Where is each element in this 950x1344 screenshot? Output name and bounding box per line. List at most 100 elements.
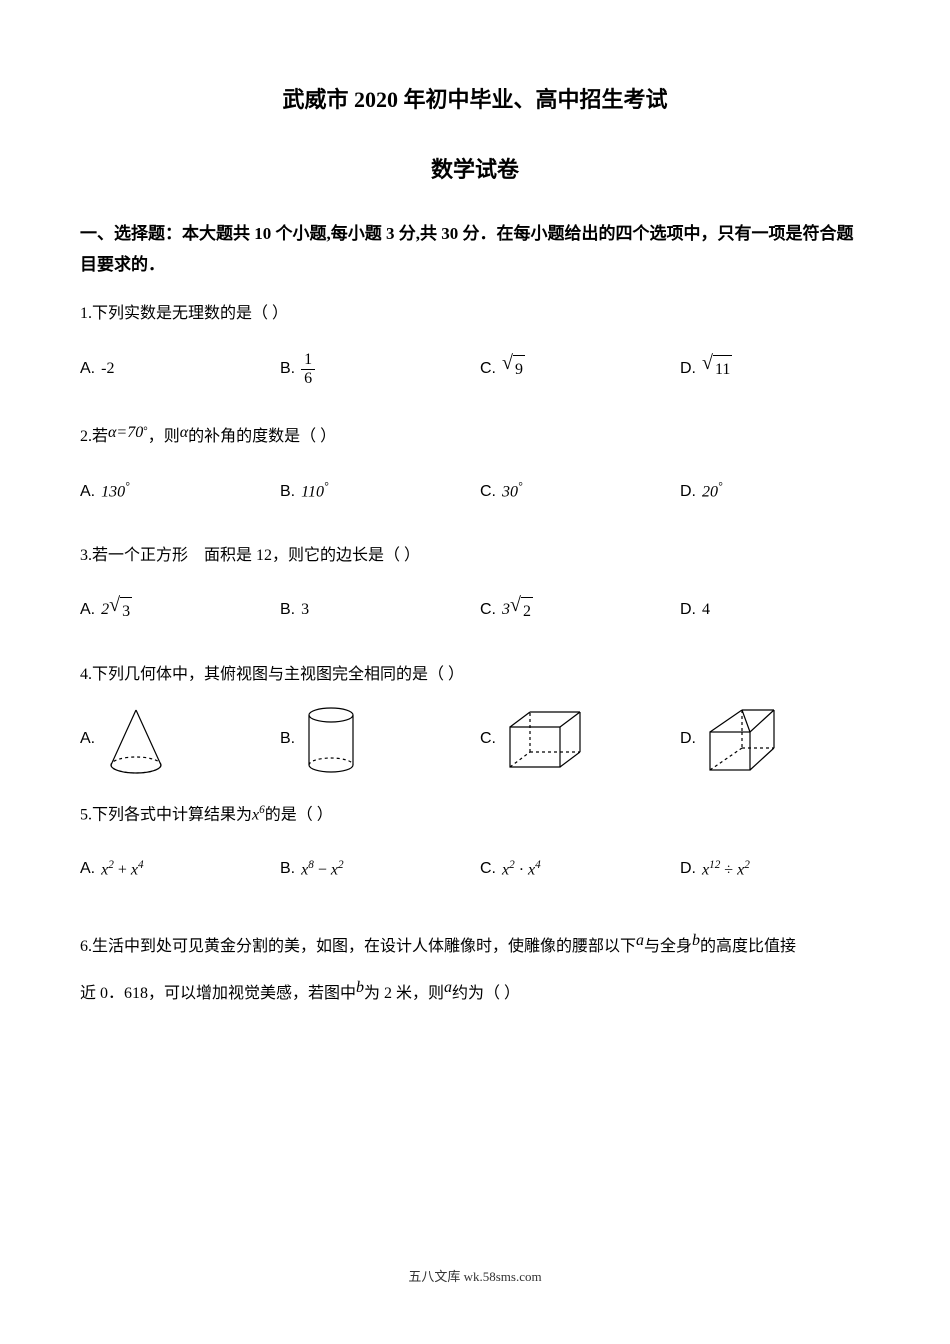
degree-icon: ° <box>718 481 722 493</box>
q4-option-c: C. <box>480 702 680 777</box>
val: 4 <box>702 596 710 625</box>
q6-stem: 6.生活中到处可见黄金分割的美，如图，在设计人体雕像时，使雕像的腰部以下a与全身… <box>80 920 870 1015</box>
degree-icon: ° <box>324 481 328 493</box>
op: − <box>318 861 327 878</box>
option-label: C. <box>480 725 496 754</box>
radicand: 3 <box>120 597 132 627</box>
option-label: A. <box>80 596 95 625</box>
radical-icon: √ <box>109 595 120 615</box>
exp: 4 <box>138 859 144 871</box>
q3-options: A. 2√3 B. 3 C. 3√2 D. 4 <box>80 581 870 641</box>
section-header: 一、选择题：本大题共 10 个小题,每小题 3 分,共 30 分．在每小题给出的… <box>80 219 870 280</box>
denominator: 6 <box>301 370 315 388</box>
coef: 3 <box>502 596 510 625</box>
angle-value: 130° <box>101 477 129 507</box>
option-label: C. <box>480 855 496 884</box>
a-var: a <box>636 932 644 949</box>
option-label: B. <box>280 478 295 507</box>
radical-icon: √ <box>702 353 713 373</box>
fraction: 1 6 <box>301 351 315 387</box>
exp: 8 <box>308 859 314 871</box>
option-label: D. <box>680 355 696 384</box>
option-label: C. <box>480 596 496 625</box>
exam-title: 武威市 2020 年初中毕业、高中招生考试 <box>80 80 870 120</box>
q2-pre: 2.若 <box>80 428 108 445</box>
sqrt: √ 11 <box>702 353 732 385</box>
page-footer: 五八文库 wk.58sms.com <box>80 1265 870 1288</box>
option-label: D. <box>680 725 696 754</box>
q1-a-value: -2 <box>101 355 114 384</box>
option-label: D. <box>680 478 696 507</box>
op: · <box>519 861 524 878</box>
x: x <box>331 861 338 878</box>
option-label: A. <box>80 855 95 884</box>
q1-option-d: D. √ 11 <box>680 339 870 399</box>
q6-line2-pre: 近 0．618，可以增加视觉美感，若图中 <box>80 985 356 1002</box>
eq: =70 <box>116 424 143 441</box>
expr: x2 · x4 <box>502 855 541 885</box>
exam-subtitle: 数学试卷 <box>80 150 870 190</box>
q2-stem: 2.若α=70°，则α的补角的度数是（ ） <box>80 419 870 452</box>
option-label: B. <box>280 355 295 384</box>
q1-option-c: C. √ 9 <box>480 339 680 399</box>
q6-line2-mid: 为 2 米，则 <box>364 985 444 1002</box>
option-label: B. <box>280 855 295 884</box>
prism-icon <box>702 702 782 777</box>
val: 130 <box>101 483 125 500</box>
expr: x8 − x2 <box>301 855 343 885</box>
q5-option-a: A. x2 + x4 <box>80 840 280 900</box>
sqrt: √ 9 <box>502 353 525 385</box>
expr: x12 ÷ x2 <box>702 855 750 885</box>
val: 3 <box>301 596 309 625</box>
exp: 2 <box>338 859 344 871</box>
q5-pre: 5.下列各式中计算结果为 <box>80 806 252 823</box>
q3-option-b: B. 3 <box>280 581 480 641</box>
option-label: A. <box>80 355 95 384</box>
q5-option-b: B. x8 − x2 <box>280 840 480 900</box>
sqrt: √3 <box>109 595 132 627</box>
coef: 2 <box>101 596 109 625</box>
q2-option-c: C. 30° <box>480 462 680 522</box>
exp: 2 <box>509 859 515 871</box>
exp: 2 <box>744 859 750 871</box>
radicand: 2 <box>521 597 533 627</box>
radicand: 9 <box>513 355 525 385</box>
q5-post: 的是（ ） <box>265 806 333 823</box>
option-label: A. <box>80 725 95 754</box>
b-var: b <box>692 932 700 949</box>
q6-line1-post: 的高度比值接 <box>700 938 796 955</box>
option-label: C. <box>480 478 496 507</box>
q6-line1-pre: 6.生活中到处可见黄金分割的美，如图，在设计人体雕像时，使雕像的腰部以下 <box>80 938 636 955</box>
option-label: A. <box>80 478 95 507</box>
option-label: D. <box>680 855 696 884</box>
q2-options: A. 130° B. 110° C. 30° D. 20° <box>80 462 870 522</box>
degree-icon: ° <box>125 481 129 493</box>
option-label: B. <box>280 596 295 625</box>
q3-stem: 3.若一个正方形 面积是 12，则它的边长是（ ） <box>80 542 870 571</box>
q2-option-a: A. 130° <box>80 462 280 522</box>
q5-option-d: D. x12 ÷ x2 <box>680 840 870 900</box>
sqrt: √2 <box>510 595 533 627</box>
exp: 12 <box>709 859 720 871</box>
q2-option-d: D. 20° <box>680 462 870 522</box>
q5-options: A. x2 + x4 B. x8 − x2 C. x2 · x4 D. x12 … <box>80 840 870 900</box>
option-label: C. <box>480 355 496 384</box>
q2-option-b: B. 110° <box>280 462 480 522</box>
angle-value: 110° <box>301 477 328 507</box>
val: 110 <box>301 483 324 500</box>
q5-stem: 5.下列各式中计算结果为x6的是（ ） <box>80 800 870 830</box>
q1-option-a: A. -2 <box>80 339 280 399</box>
q6-line1-mid: 与全身 <box>644 938 692 955</box>
angle-value: 20° <box>702 477 722 507</box>
q3-option-d: D. 4 <box>680 581 870 641</box>
q3-option-a: A. 2√3 <box>80 581 280 641</box>
alpha-var: α <box>180 424 188 441</box>
angle-value: 30° <box>502 477 522 507</box>
q2-post: 的补角的度数是（ ） <box>188 428 336 445</box>
q1-option-b: B. 1 6 <box>280 339 480 399</box>
numerator: 1 <box>301 351 315 370</box>
cone-icon <box>101 700 171 780</box>
q4-stem: 4.下列几何体中，其俯视图与主视图完全相同的是（ ） <box>80 661 870 690</box>
b-var: b <box>356 979 364 996</box>
q1-options: A. -2 B. 1 6 C. √ 9 D. √ 11 <box>80 339 870 399</box>
